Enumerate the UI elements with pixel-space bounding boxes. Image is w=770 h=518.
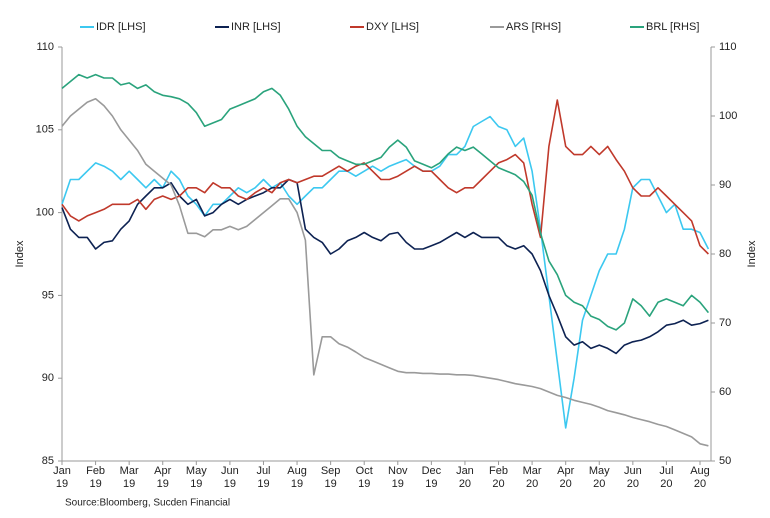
y2-tick-label: 80: [719, 248, 731, 260]
legend-label: DXY [LHS]: [366, 21, 419, 33]
y2-tick-label: 70: [719, 317, 731, 329]
legend-label: BRL [RHS]: [646, 21, 699, 33]
y2-tick-label: 100: [719, 110, 737, 122]
series-line: [61, 115, 710, 429]
x-tick-label: Feb 19: [86, 465, 106, 490]
x-tick-label: Aug 20: [690, 465, 710, 490]
x-tick-label: Oct 19: [355, 465, 373, 490]
x-tick-label: Mar 20: [522, 465, 542, 490]
x-tick-label: Nov 19: [388, 465, 408, 490]
x-tick-label: Jan 20: [456, 465, 474, 490]
legend-label: IDR [LHS]: [96, 21, 146, 33]
y-tick-label: 105: [36, 124, 54, 136]
series-line: [61, 73, 710, 331]
x-tick-label: Dec 19: [421, 465, 442, 490]
x-tick-label: May 20: [588, 465, 610, 490]
x-tick-label: May 19: [185, 465, 207, 490]
source-note: Source:Bloomberg, Sucden Financial: [65, 498, 230, 509]
y2-axis-title: Index: [746, 240, 758, 267]
series-line: [61, 98, 709, 447]
y-tick-label: 110: [36, 41, 54, 53]
x-tick-label: Jan 19: [53, 465, 71, 490]
y-tick-label: 100: [36, 207, 54, 219]
x-tick-label: Jul 20: [659, 465, 674, 490]
x-tick-label: Apr 20: [557, 465, 575, 490]
legend-label: ARS [RHS]: [506, 21, 561, 33]
y-axis-title: Index: [14, 240, 26, 267]
x-tick-label: Aug 19: [287, 465, 307, 490]
y-tick-label: 90: [42, 372, 54, 384]
legend-label: INR [LHS]: [231, 21, 281, 33]
y2-tick-label: 110: [719, 41, 737, 53]
x-tick-label: Apr 19: [154, 465, 172, 490]
x-tick-label: Feb 20: [489, 465, 508, 490]
x-tick-label: Sep 19: [320, 465, 341, 490]
x-tick-label: Jun 19: [221, 465, 239, 490]
y2-tick-label: 90: [719, 179, 731, 191]
y-tick-label: 95: [42, 289, 54, 301]
series-line: [61, 99, 709, 255]
y2-tick-label: 50: [719, 455, 731, 467]
x-tick-label: Mar 19: [119, 465, 139, 490]
y2-tick-label: 60: [719, 386, 731, 398]
x-tick-label: Jul 19: [256, 465, 271, 490]
y-tick-label: 85: [42, 455, 54, 467]
x-tick-label: Jun 20: [623, 465, 642, 490]
